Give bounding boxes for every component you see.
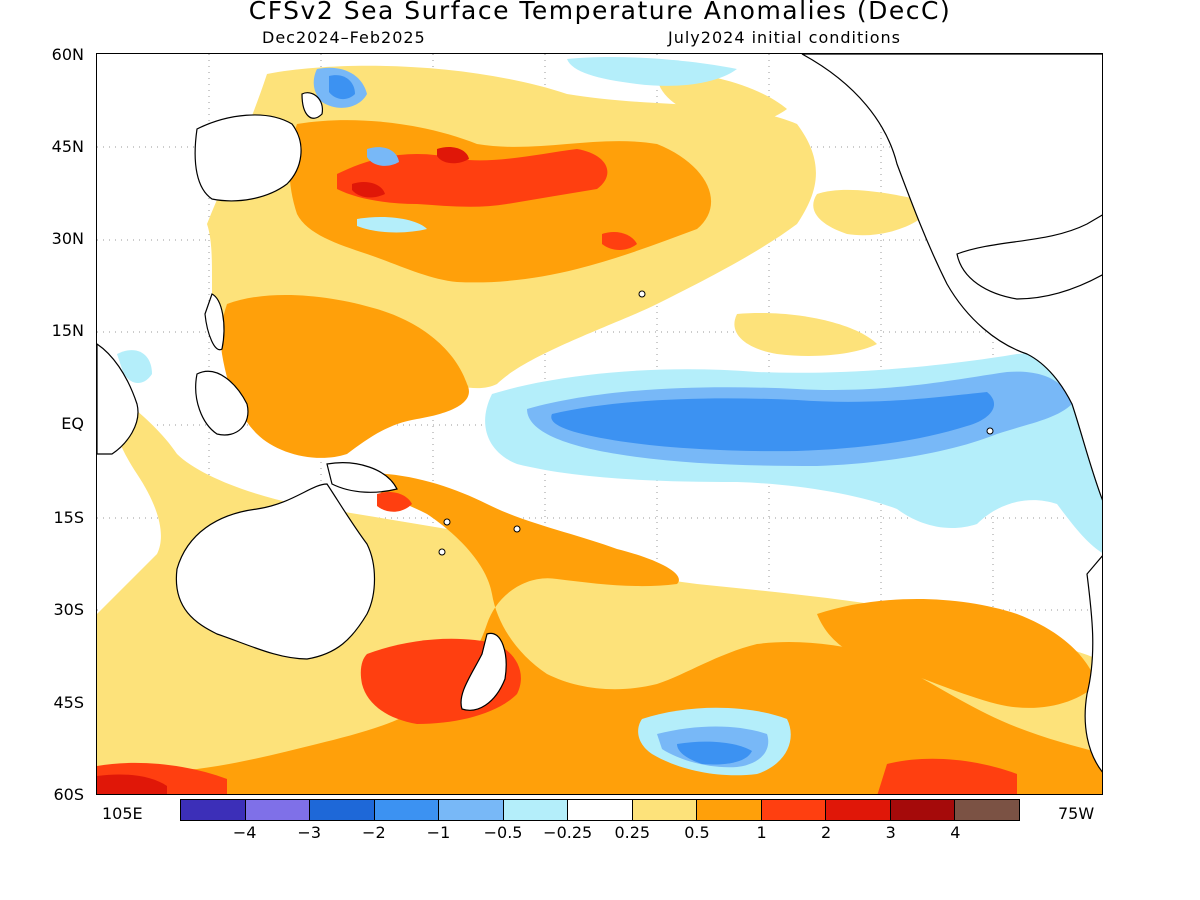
lat-label-30n: 30N (51, 229, 84, 248)
colorbar-label: 4 (950, 823, 961, 842)
colorbar-swatch (632, 800, 698, 820)
colorbar-label: 0.5 (684, 823, 710, 842)
lon-label-west: 105E (102, 804, 143, 823)
colorbar-label: −2 (362, 823, 386, 842)
colorbar-swatch (310, 800, 375, 820)
colorbar-swatch (503, 800, 569, 820)
colorbar-label: −4 (232, 823, 257, 842)
colorbar-swatch (374, 800, 440, 820)
lat-label-60s: 60S (53, 785, 84, 804)
colorbar-label: −1 (426, 823, 451, 842)
colorbar-swatch (761, 800, 827, 820)
colorbar (180, 799, 1020, 821)
lon-label-east: 75W (1058, 804, 1095, 823)
colorbar-swatch (890, 800, 956, 820)
colorbar-label: 2 (821, 823, 832, 842)
sst-anomaly-map (96, 53, 1103, 795)
colorbar-swatch (568, 800, 633, 820)
colorbar-label: 0.25 (614, 823, 651, 842)
colorbar-swatch (181, 800, 246, 820)
colorbar-label: −0.25 (543, 823, 593, 842)
islands (438, 290, 994, 556)
colorbar-swatch (439, 800, 504, 820)
lat-label-15n: 15N (51, 321, 84, 340)
lat-label-60n: 60N (51, 45, 84, 64)
colorbar-swatch (697, 800, 762, 820)
colorbar-swatch (826, 800, 891, 820)
map-canvas (97, 54, 1102, 794)
initial-conditions: July2024 initial conditions (668, 28, 901, 47)
land-masses (97, 54, 1102, 773)
lat-label-15s: 15S (53, 508, 84, 527)
lat-label-45s: 45S (53, 693, 84, 712)
map-title: CFSv2 Sea Surface Temperature Anomalies … (248, 0, 952, 25)
anomaly-neg-1-2 (329, 75, 995, 765)
forecast-period: Dec2024–Feb2025 (262, 28, 426, 47)
lat-label-45n: 45N (51, 137, 84, 156)
colorbar-label: 3 (885, 823, 896, 842)
colorbar-label: −3 (297, 823, 322, 842)
colorbar-label: 1 (756, 823, 767, 842)
colorbar-label: −0.5 (483, 823, 523, 842)
lat-label-eq: EQ (61, 414, 84, 433)
colorbar-swatch (955, 800, 1019, 820)
lat-label-30s: 30S (53, 600, 84, 619)
colorbar-swatch (245, 800, 311, 820)
